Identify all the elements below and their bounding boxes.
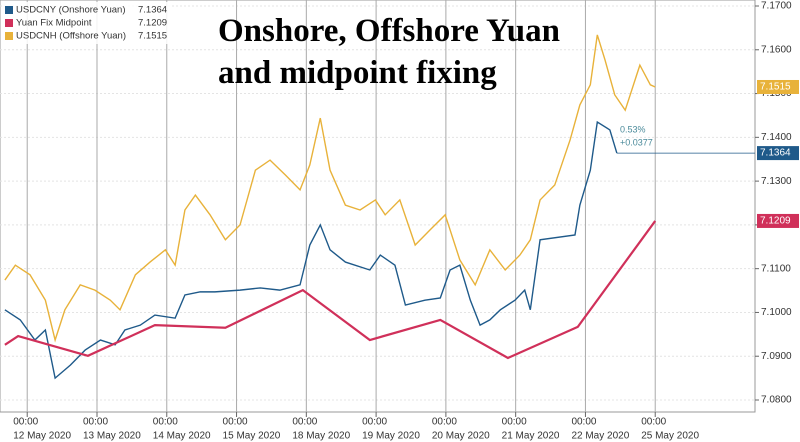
x-tick-label: 19 May 2020 [362, 431, 420, 442]
x-tick-label: 15 May 2020 [223, 431, 281, 442]
last-value-box [757, 79, 799, 94]
last-value-label: 7.1364 [760, 148, 791, 159]
x-tick-label: 21 May 2020 [502, 431, 560, 442]
x-tick-label: 13 May 2020 [83, 431, 141, 442]
x-tick-label: 22 May 2020 [571, 431, 629, 442]
last-value-label: 7.1515 [760, 82, 791, 93]
y-tick-label: 7.1400 [761, 132, 792, 143]
x-tick-time: 00:00 [83, 417, 108, 428]
annotation: 0.53% [620, 124, 646, 134]
legend-label: Yuan Fix Midpoint [16, 18, 92, 29]
y-tick-label: 7.1600 [761, 44, 792, 55]
last-value-box [757, 146, 799, 161]
legend: USDCNY (Onshore Yuan) 7.1364 Yuan Fix Midp… [2, 2, 170, 44]
x-tick-time: 00:00 [432, 417, 457, 428]
y-tick-label: 7.1700 [761, 1, 792, 12]
y-tick-label: 7.1000 [761, 307, 792, 318]
x-tick-time: 00:00 [223, 417, 248, 428]
x-tick-time: 00:00 [571, 417, 596, 428]
x-tick-time: 00:00 [13, 417, 38, 428]
y-tick-label: 7.1100 [761, 263, 791, 274]
chart-title: Onshore, Offshore Yuan and midpoint fixi… [218, 13, 560, 91]
legend-bg [2, 2, 170, 44]
legend-label: USDCNH (Offshore Yuan) [16, 31, 126, 42]
annotation: +0.0377 [620, 137, 653, 147]
x-tick-time: 00:00 [153, 417, 178, 428]
series-line [4, 120, 618, 380]
plot-area [0, 0, 756, 413]
legend-swatch [5, 32, 13, 40]
y-tick-label: 7.0800 [761, 395, 792, 406]
x-tick-time: 00:00 [641, 417, 666, 428]
legend-swatch [5, 6, 13, 14]
x-tick-label: 25 May 2020 [641, 431, 699, 442]
x-tick-time: 00:00 [292, 417, 317, 428]
x-tick-time: 00:00 [362, 417, 387, 428]
legend-value: 7.1515 [138, 31, 167, 42]
x-tick-label: 20 May 2020 [432, 431, 490, 442]
last-value-label: 7.1209 [760, 216, 791, 227]
x-tick-label: 12 May 2020 [13, 431, 71, 442]
series-line [4, 34, 656, 343]
legend-value: 7.1209 [138, 18, 167, 29]
last-value-box [757, 213, 799, 228]
legend-swatch [5, 19, 13, 27]
x-tick-label: 14 May 2020 [153, 431, 211, 442]
y-tick-label: 7.1300 [761, 176, 792, 187]
series-line [4, 220, 657, 360]
x-tick-label: 18 May 2020 [292, 431, 350, 442]
y-tick-label: 7.0900 [761, 351, 792, 362]
legend-label: USDCNY (Onshore Yuan) [16, 5, 125, 16]
legend-value: 7.1364 [138, 5, 167, 16]
x-tick-time: 00:00 [502, 417, 527, 428]
